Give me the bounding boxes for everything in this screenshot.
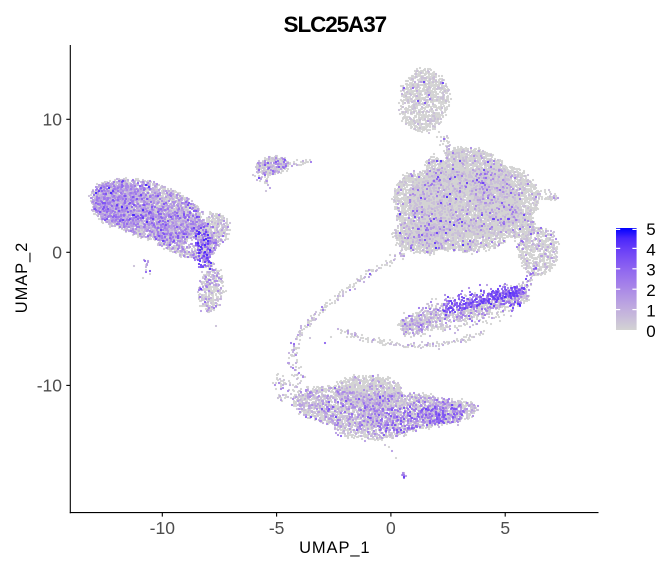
svg-text:0: 0 — [386, 518, 396, 538]
svg-text:5: 5 — [500, 518, 510, 538]
svg-text:SLC25A37: SLC25A37 — [284, 12, 387, 37]
svg-text:1: 1 — [646, 302, 655, 321]
svg-text:5: 5 — [646, 220, 655, 239]
svg-text:3: 3 — [646, 261, 655, 280]
svg-text:-10: -10 — [150, 518, 176, 538]
svg-text:0: 0 — [646, 322, 655, 341]
svg-text:UMAP_2: UMAP_2 — [13, 242, 31, 313]
svg-text:2: 2 — [646, 281, 655, 300]
svg-text:4: 4 — [646, 240, 655, 259]
svg-text:-5: -5 — [269, 518, 285, 538]
svg-text:UMAP_1: UMAP_1 — [299, 539, 370, 557]
svg-text:10: 10 — [43, 110, 63, 130]
svg-text:0: 0 — [52, 243, 62, 263]
svg-text:-10: -10 — [37, 376, 63, 396]
